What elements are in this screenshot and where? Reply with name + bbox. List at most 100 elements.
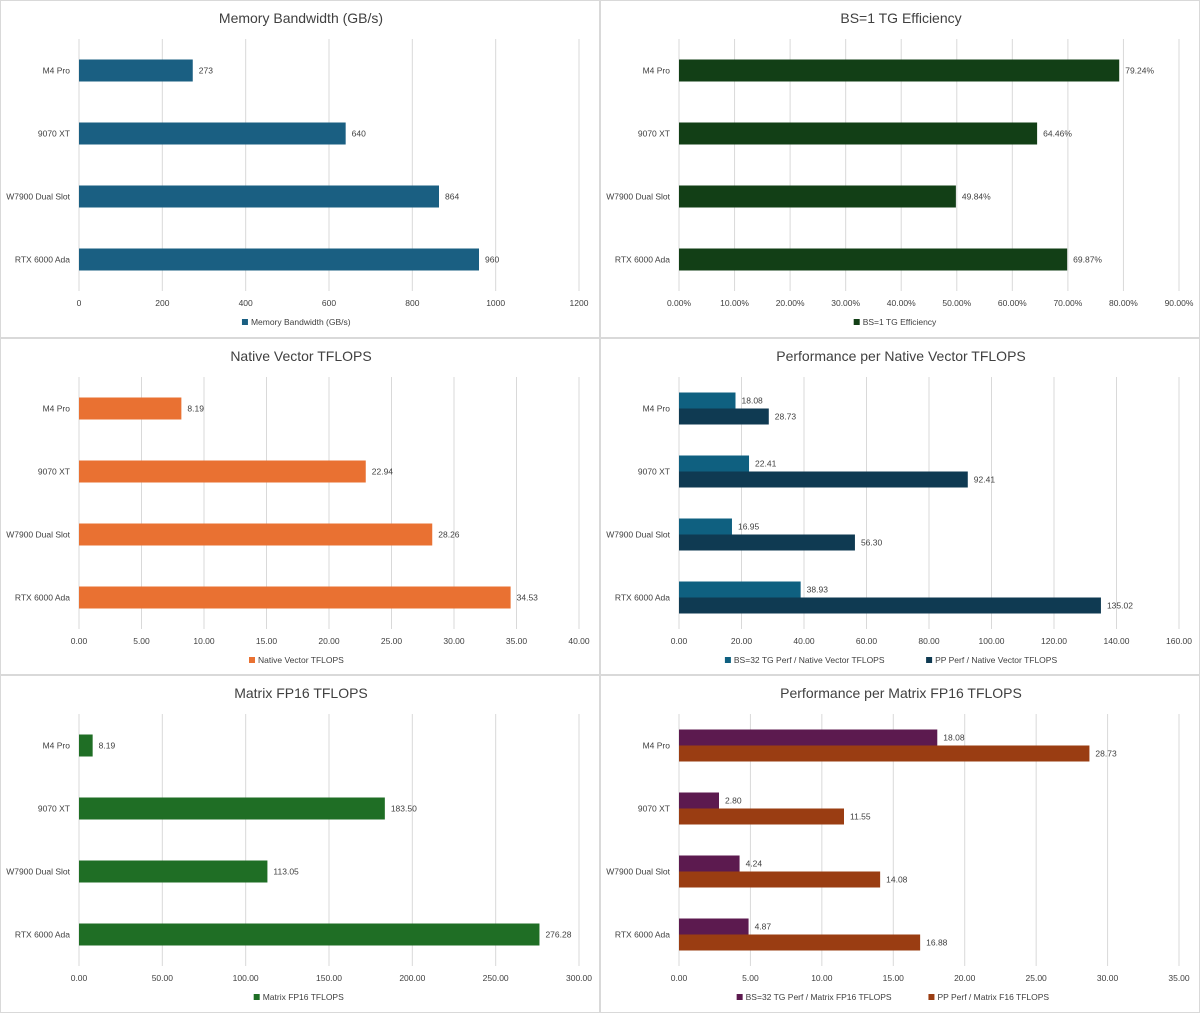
bar-pp-perf-native-vector-tflops-w7900-dual-slot [679, 534, 855, 551]
category-label-m4-pro: M4 Pro [643, 404, 671, 414]
data-label: 64.46% [1043, 129, 1072, 139]
data-label: 28.73 [775, 412, 797, 422]
x-tick-label: 70.00% [1053, 298, 1082, 308]
chart-svg: BS=1 TG Efficiency 0.00% 10.00% 20.00% 30.00… [606, 10, 1194, 327]
x-tick-label: 15.00 [256, 636, 278, 646]
x-tick-label: 30.00 [1097, 973, 1119, 983]
x-tick-label: 250.00 [483, 973, 509, 983]
bar-bs-32-tg-perf-native-vector-tflops-9070-xt [679, 455, 750, 472]
data-label: 56.30 [861, 538, 883, 548]
legend-label: BS=1 TG Efficiency [863, 317, 937, 327]
data-label: 22.41 [755, 459, 777, 469]
x-tick-label: 0.00 [71, 636, 88, 646]
category-label-rtx-6000-ada: RTX 6000 Ada [15, 930, 70, 940]
chart-title: Native Vector TFLOPS [230, 348, 371, 364]
legend-swatch [926, 657, 933, 663]
bar-matrix-fp16-tflops-rtx-6000-ada [79, 923, 540, 946]
data-label: 18.08 [742, 396, 764, 406]
category-label-rtx-6000-ada: RTX 6000 Ada [615, 255, 670, 265]
legend-swatch [249, 657, 255, 663]
category-label-m4-pro: M4 Pro [43, 404, 71, 414]
legend-swatch [928, 994, 935, 1000]
chart-svg: Performance per Native Vector TFLOPS 0.00… [606, 348, 1192, 665]
category-label-w7900-dual-slot: W7900 Dual Slot [606, 867, 670, 877]
x-tick-label: 140.00 [1104, 636, 1130, 646]
data-label: 2.80 [725, 796, 742, 806]
chart-svg: Native Vector TFLOPS 0.00 5.00 10.00 15.00 20… [6, 348, 590, 665]
data-label: 273 [199, 66, 213, 76]
x-tick-label: 1200 [570, 298, 589, 308]
bar-bs-1-tg-efficiency-9070-xt [679, 122, 1038, 145]
x-tick-label: 20.00 [318, 636, 340, 646]
x-tick-label: 0.00 [71, 973, 88, 983]
data-label: 8.19 [99, 741, 116, 751]
x-tick-label: 5.00 [742, 973, 759, 983]
bar-matrix-fp16-tflops-9070-xt [79, 797, 385, 820]
data-label: 22.94 [372, 467, 394, 477]
chart-title: Performance per Native Vector TFLOPS [776, 348, 1026, 364]
legend-label: Memory Bandwidth (GB/s) [251, 317, 351, 327]
data-label: 16.95 [738, 522, 760, 532]
x-tick-label: 0.00% [667, 298, 692, 308]
bar-bs-32-tg-perf-native-vector-tflops-m4-pro [679, 392, 736, 409]
legend-label: PP Perf / Native Vector TFLOPS [935, 655, 1057, 665]
bar-pp-perf-matrix-f16-tflops-m4-pro [679, 745, 1090, 762]
bar-bs-1-tg-efficiency-w7900-dual-slot [679, 185, 956, 208]
x-tick-label: 5.00 [133, 636, 150, 646]
x-tick-label: 400 [239, 298, 253, 308]
x-tick-label: 60.00 [856, 636, 878, 646]
bar-native-vector-tflops-rtx-6000-ada [79, 586, 511, 609]
x-tick-label: 800 [405, 298, 419, 308]
x-tick-label: 300.00 [566, 973, 592, 983]
x-tick-label: 40.00 [568, 636, 590, 646]
bar-memory-bandwidth-gb-s-rtx-6000-ada [79, 248, 479, 271]
chart-panel-memory-bandwidth-gb-s: Memory Bandwidth (GB/s) 0 200 400 600 800 1000… [0, 0, 600, 338]
bar-matrix-fp16-tflops-m4-pro [79, 734, 93, 757]
data-label: 16.88 [926, 938, 948, 948]
chart-title: Matrix FP16 TFLOPS [234, 685, 368, 701]
x-tick-label: 35.00 [1168, 973, 1190, 983]
bar-bs-32-tg-perf-matrix-fp16-tflops-m4-pro [679, 729, 938, 746]
category-label-9070-xt: 9070 XT [38, 804, 70, 814]
data-label: 14.08 [886, 875, 908, 885]
chart-title: BS=1 TG Efficiency [840, 10, 961, 26]
category-label-m4-pro: M4 Pro [643, 741, 671, 751]
x-tick-label: 50.00% [942, 298, 971, 308]
data-label: 28.73 [1095, 749, 1117, 759]
x-tick-label: 80.00% [1109, 298, 1138, 308]
chart-svg: Memory Bandwidth (GB/s) 0 200 400 600 800 1000… [6, 10, 589, 327]
chart-panel-performance-per-matrix-fp16-tflops: Performance per Matrix FP16 TFLOPS 0.00 5.… [600, 675, 1200, 1013]
data-label: 8.19 [187, 404, 204, 414]
data-label: 49.84% [962, 192, 991, 202]
bar-memory-bandwidth-gb-s-9070-xt [79, 122, 346, 145]
x-tick-label: 0.00 [671, 636, 688, 646]
legend-label: BS=32 TG Perf / Native Vector TFLOPS [734, 655, 885, 665]
bar-bs-1-tg-efficiency-rtx-6000-ada [679, 248, 1068, 271]
category-label-rtx-6000-ada: RTX 6000 Ada [615, 930, 670, 940]
bar-bs-32-tg-perf-native-vector-tflops-rtx-6000-ada [679, 581, 801, 598]
bar-pp-perf-native-vector-tflops-m4-pro [679, 408, 769, 425]
chart-panel-matrix-fp16-tflops: Matrix FP16 TFLOPS 0.00 50.00 100.00 150.00 2… [0, 675, 600, 1013]
category-label-9070-xt: 9070 XT [38, 129, 70, 139]
data-label: 183.50 [391, 804, 417, 814]
bar-matrix-fp16-tflops-w7900-dual-slot [79, 860, 268, 883]
x-tick-label: 40.00 [793, 636, 815, 646]
x-tick-label: 10.00 [811, 973, 833, 983]
x-tick-label: 30.00% [831, 298, 860, 308]
x-tick-label: 80.00 [918, 636, 940, 646]
bar-memory-bandwidth-gb-s-m4-pro [79, 59, 193, 82]
x-tick-label: 600 [322, 298, 336, 308]
data-label: 38.93 [807, 585, 829, 595]
category-label-9070-xt: 9070 XT [638, 467, 670, 477]
legend-swatch [241, 319, 248, 325]
x-tick-label: 1000 [486, 298, 505, 308]
category-label-rtx-6000-ada: RTX 6000 Ada [615, 593, 670, 603]
data-label: 11.55 [850, 812, 871, 822]
chart-panel-native-vector-tflops: Native Vector TFLOPS 0.00 5.00 10.00 15.00 20… [0, 338, 600, 675]
legend-swatch [853, 319, 860, 325]
chart-title: Performance per Matrix FP16 TFLOPS [780, 685, 1022, 701]
x-tick-label: 20.00 [954, 973, 976, 983]
data-label: 276.28 [545, 930, 571, 940]
legend-label: Matrix FP16 TFLOPS [263, 992, 344, 1002]
